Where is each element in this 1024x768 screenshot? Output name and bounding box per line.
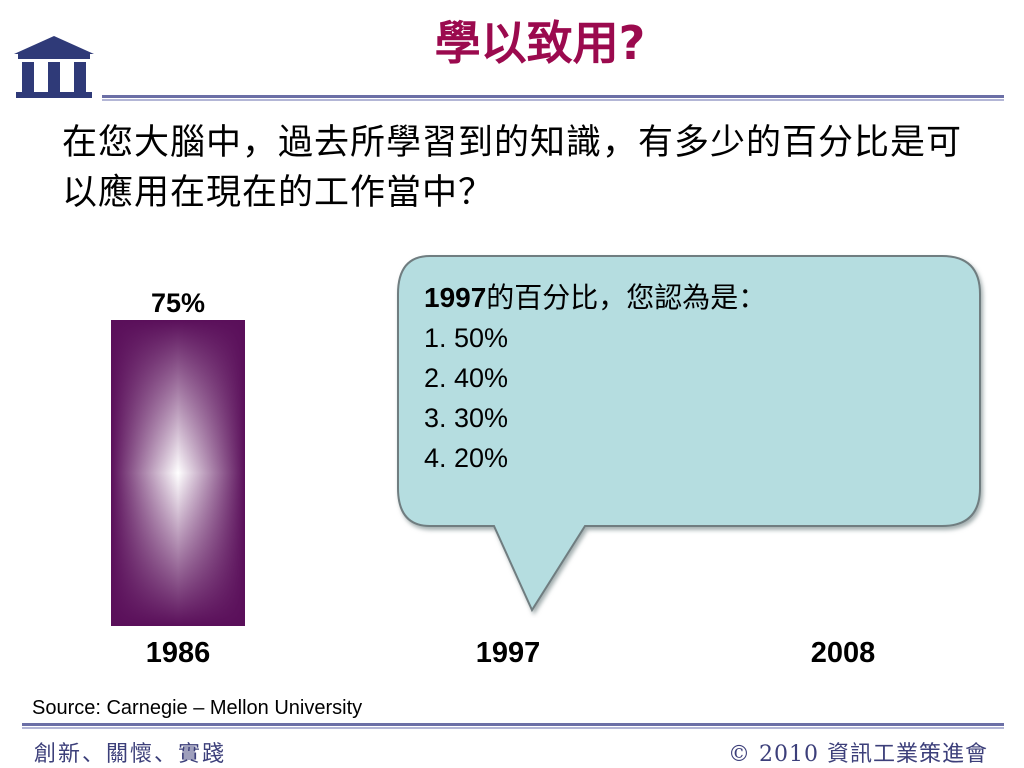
institute-logo [14, 36, 94, 98]
speech-bubble-shape [397, 255, 981, 613]
header-rule-light [102, 99, 1004, 101]
bar-1986 [111, 320, 245, 626]
bars-layer [111, 320, 245, 626]
bubble-content: 1997的百分比，您認為是： 1. 50% 2. 40% 3. 30% 4. 2… [424, 278, 964, 478]
footer-rule-light [22, 727, 1004, 729]
bubble-heading: 1997的百分比，您認為是： [424, 278, 964, 318]
bubble-heading-text: 的百分比，您認為是： [486, 281, 767, 314]
bar-chart: 75% 1986 1997 2008 [111, 288, 876, 669]
category-label-2008: 2008 [811, 637, 876, 669]
footer-motto: 創新、關懷、實踐 [34, 742, 227, 767]
header-rule [102, 95, 1004, 98]
speech-bubble [397, 255, 981, 613]
answer-option-4: 4. 20% [424, 443, 509, 473]
source-note: Source: Carnegie – Mellon University [32, 697, 363, 719]
answer-option-1: 1. 50% [424, 323, 509, 353]
question-text: 在您大腦中，過去所學習到的知識，有多少的百分比是可以應用在現在的工作當中？ [62, 123, 963, 213]
bar-shade-vertical [111, 320, 245, 626]
answer-option-2: 2. 40% [424, 363, 509, 393]
page-title: 學以致用? [434, 16, 646, 70]
labels-layer: 75% 1986 1997 2008 [146, 288, 876, 669]
footer-rule [22, 723, 1004, 726]
value-label-1986: 75% [151, 288, 205, 318]
bubble-heading-year: 1997 [424, 282, 487, 313]
category-label-1997: 1997 [476, 637, 541, 669]
footer-copyright: © 2010 資訊工業策進會 [728, 742, 988, 767]
category-label-1986: 1986 [146, 637, 211, 669]
answer-option-3: 3. 30% [424, 403, 509, 433]
